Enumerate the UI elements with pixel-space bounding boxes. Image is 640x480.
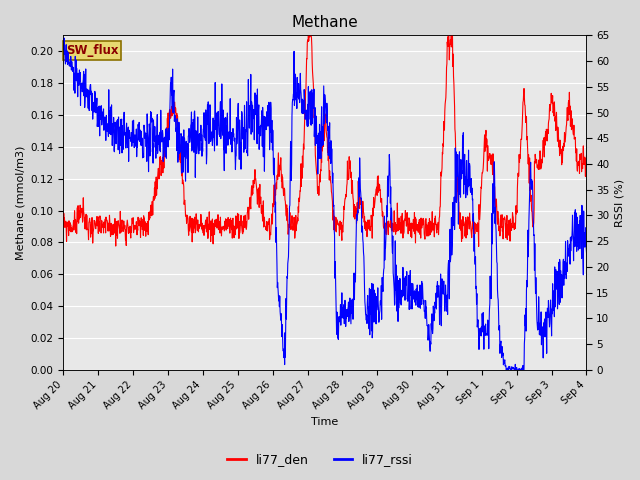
Y-axis label: RSSI (%): RSSI (%)	[615, 179, 625, 227]
X-axis label: Time: Time	[311, 417, 339, 427]
Legend: li77_den, li77_rssi: li77_den, li77_rssi	[222, 448, 418, 471]
Text: SW_flux: SW_flux	[66, 44, 118, 57]
Y-axis label: Methane (mmol/m3): Methane (mmol/m3)	[15, 145, 25, 260]
Title: Methane: Methane	[292, 15, 358, 30]
